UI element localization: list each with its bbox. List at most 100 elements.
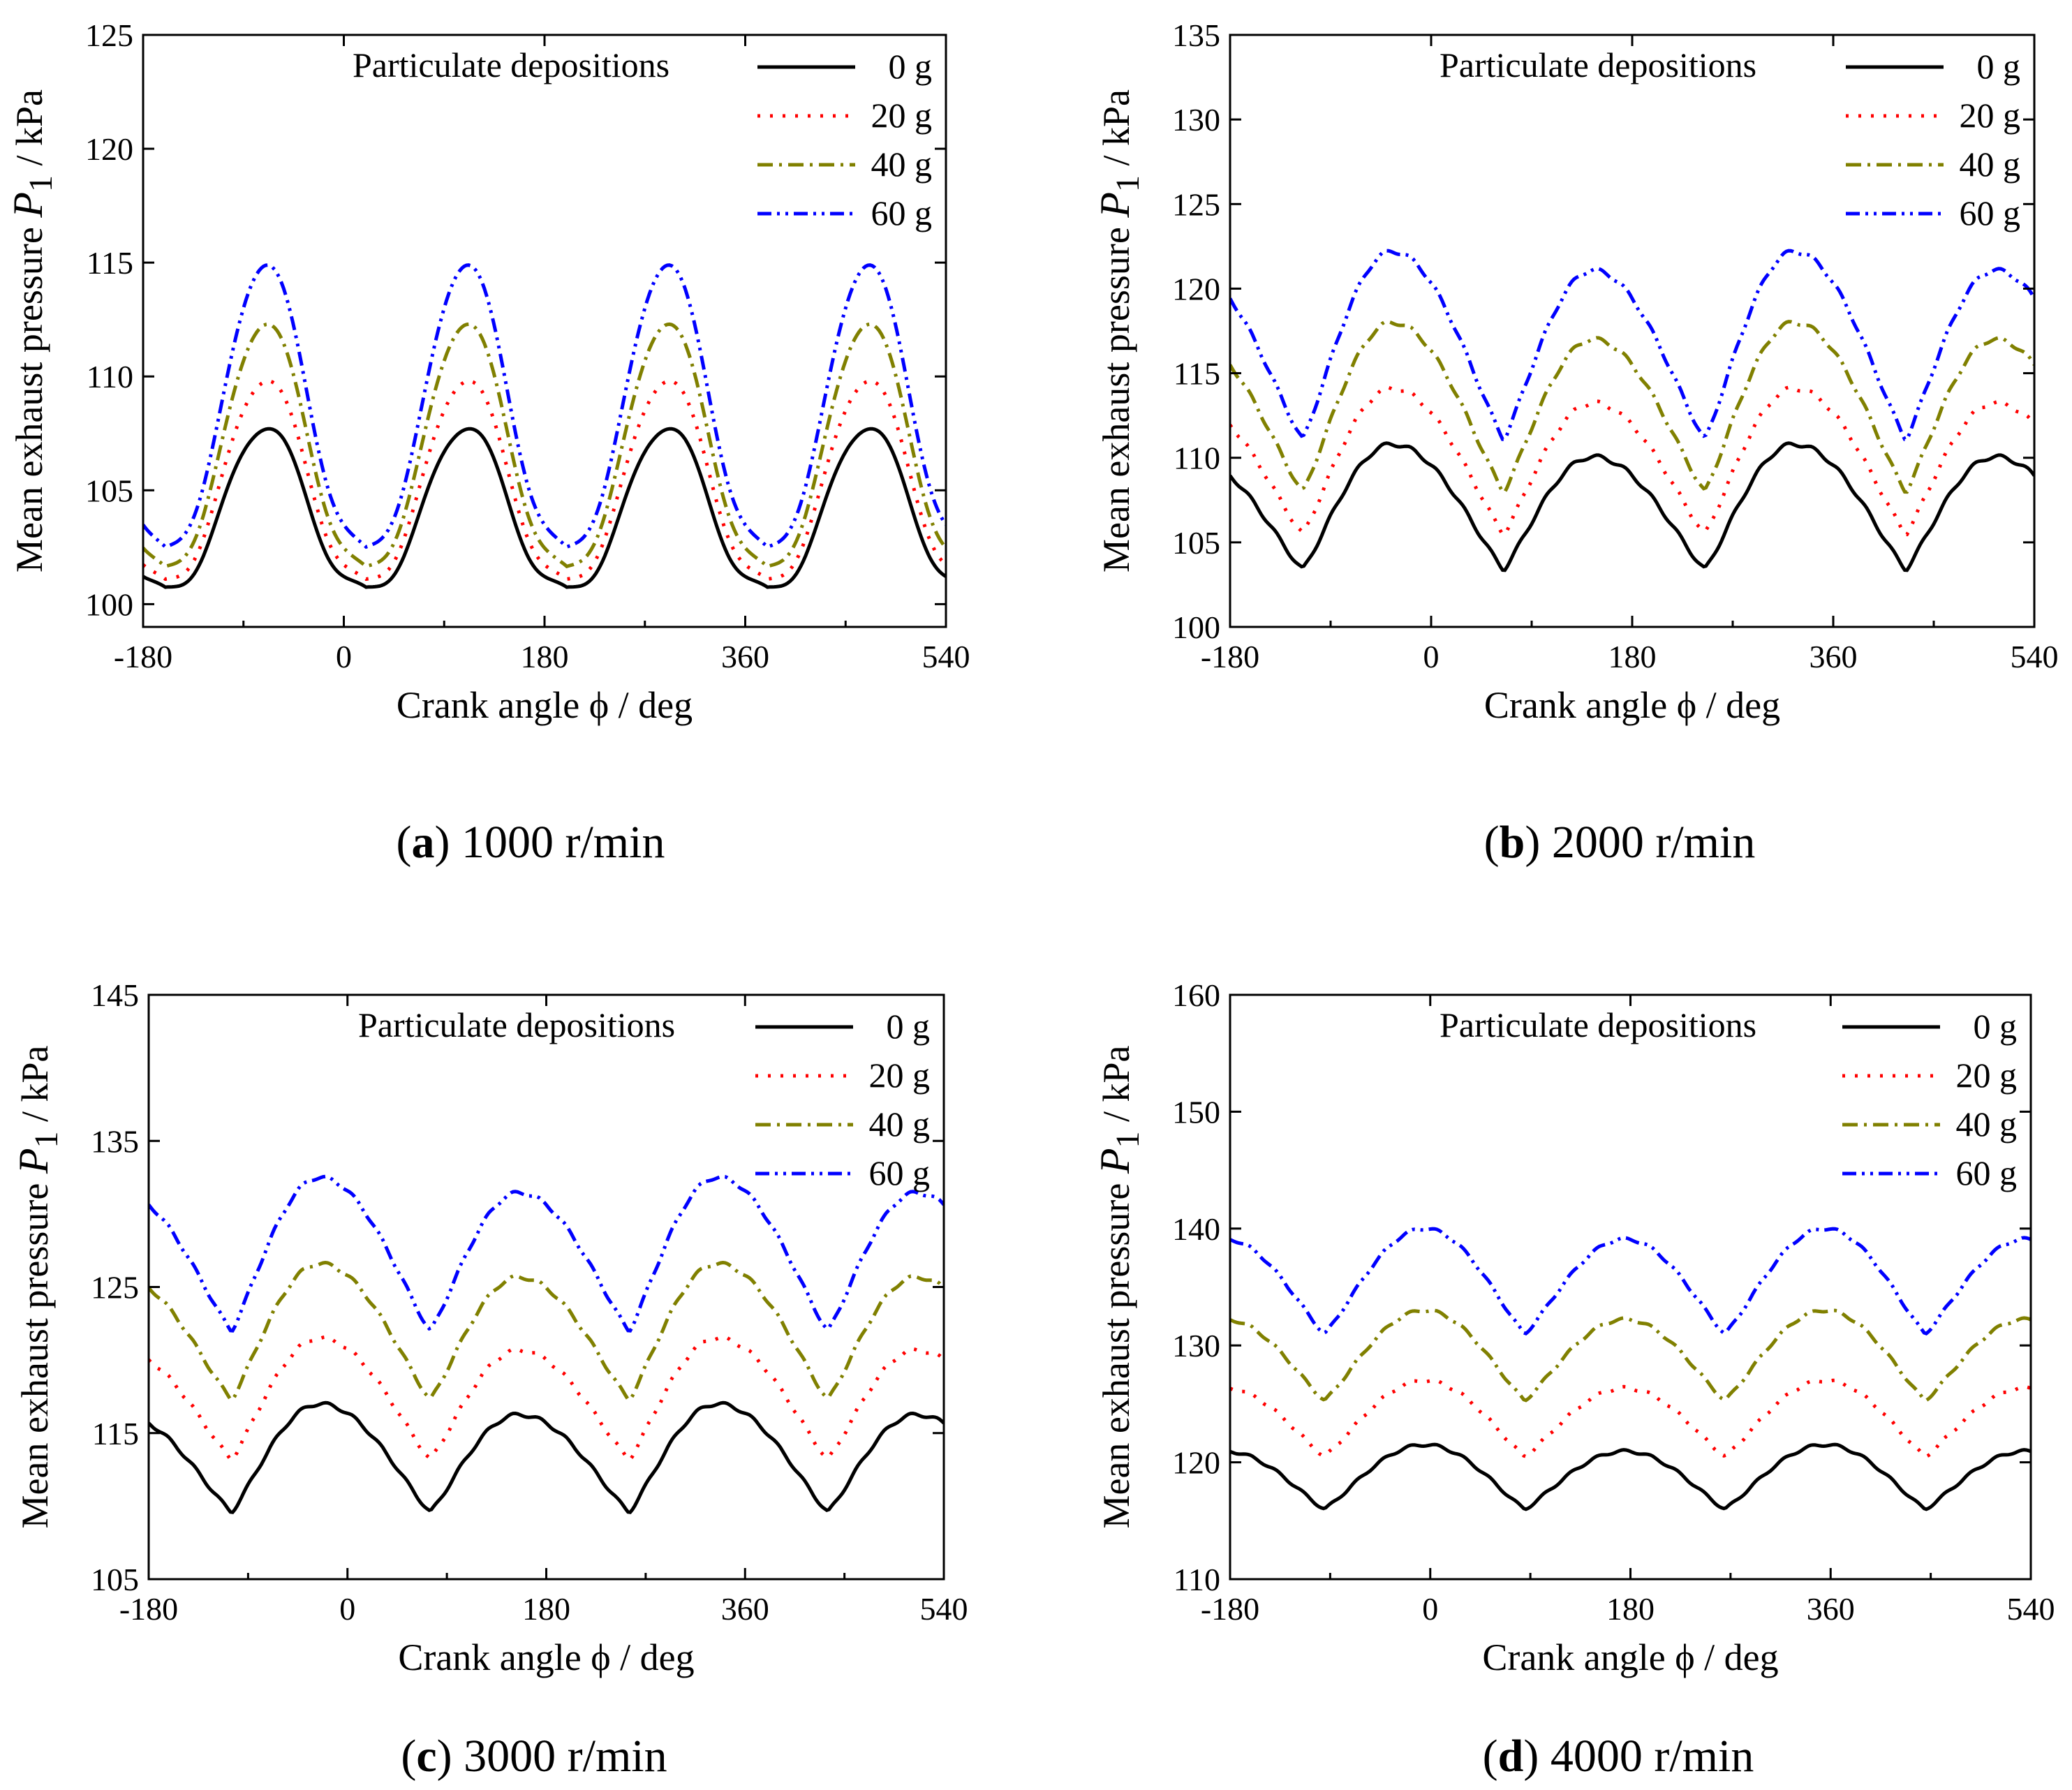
x-tick-label: -180 xyxy=(114,639,172,674)
x-tick-label: 180 xyxy=(522,1591,570,1627)
y-axis-label-symbol: P xyxy=(10,1148,57,1175)
caption-letter: a xyxy=(412,817,435,868)
y-axis-label-subscript: 1 xyxy=(28,1132,65,1148)
y-axis-label-unit: / kPa xyxy=(1095,89,1137,175)
x-tick-label: 540 xyxy=(922,639,970,674)
y-tick-label: 100 xyxy=(85,586,133,622)
legend-label: 40 g xyxy=(869,1104,931,1144)
legend-label: 0 g xyxy=(1974,1007,2018,1046)
x-axis-label: Crank angle ϕ / deg xyxy=(398,1636,694,1678)
series-line-20g xyxy=(1230,385,2034,537)
series-line-20g xyxy=(1230,1378,2031,1459)
panel-caption: (a) 1000 r/min xyxy=(397,817,665,868)
legend-title: Particulate depositions xyxy=(1440,45,1756,84)
y-tick-label: 105 xyxy=(91,1562,139,1597)
y-axis-label-subscript: 1 xyxy=(1109,1132,1146,1148)
y-tick-label: 115 xyxy=(1174,356,1220,392)
y-tick-label: 120 xyxy=(1172,1445,1220,1481)
x-tick-label: 0 xyxy=(1422,1591,1438,1627)
series-line-40g xyxy=(143,322,946,569)
x-tick-label: 360 xyxy=(1807,1591,1855,1627)
y-tick-label: 120 xyxy=(1172,271,1220,306)
y-axis-label-text: Mean exhaust pressure xyxy=(14,1174,56,1528)
caption-paren-close: ) xyxy=(1523,1731,1550,1782)
y-tick-label: 135 xyxy=(91,1123,139,1159)
series-line-40g xyxy=(149,1260,944,1402)
y-axis-label-subscript: 1 xyxy=(22,175,59,192)
series-line-60g xyxy=(1230,249,2034,441)
legend-label: 40 g xyxy=(871,145,933,184)
legend-label: 40 g xyxy=(1956,1104,2018,1144)
y-tick-label: 130 xyxy=(1172,1328,1220,1363)
y-tick-label: 145 xyxy=(91,977,139,1013)
caption-paren-close: ) xyxy=(1525,817,1551,868)
y-tick-label: 105 xyxy=(1172,525,1220,561)
y-tick-label: 160 xyxy=(1172,977,1220,1013)
legend-label: 60 g xyxy=(871,193,933,232)
legend-label: 20 g xyxy=(1960,96,2021,135)
caption-paren-open: ( xyxy=(397,817,412,868)
caption-paren-close: ) xyxy=(435,817,461,868)
caption-text: 4000 r/min xyxy=(1551,1731,1754,1782)
y-axis-label-unit: / kPa xyxy=(14,1045,56,1131)
y-axis-label: Mean exhaust pressure P1 / kPa xyxy=(5,89,59,572)
y-tick-label: 150 xyxy=(1172,1094,1220,1130)
y-axis-label-text: Mean exhaust pressure xyxy=(1095,218,1137,572)
legend-label: 0 g xyxy=(1977,47,2021,86)
series-line-0g xyxy=(1230,1442,2031,1511)
y-axis-label-symbol: P xyxy=(1092,192,1138,219)
y-tick-label: 115 xyxy=(92,1416,139,1451)
y-tick-label: 110 xyxy=(1174,441,1220,476)
x-axis-label: Crank angle ϕ / deg xyxy=(397,684,693,726)
series-line-0g xyxy=(143,427,946,589)
caption-text: 2000 r/min xyxy=(1552,817,1756,868)
y-tick-label: 130 xyxy=(1172,102,1220,138)
y-tick-label: 140 xyxy=(1172,1211,1220,1247)
caption-paren-open: ( xyxy=(401,1731,416,1782)
x-tick-label: -180 xyxy=(119,1591,178,1627)
caption-letter: b xyxy=(1500,817,1525,868)
plot-frame xyxy=(1229,993,2032,1581)
x-tick-label: 360 xyxy=(1810,639,1858,674)
y-axis-label: Mean exhaust pressure P1 / kPa xyxy=(1092,1045,1146,1528)
y-axis-label-unit: / kPa xyxy=(1095,1045,1137,1131)
caption-paren-open: ( xyxy=(1483,1731,1498,1782)
panel-caption: (b) 2000 r/min xyxy=(1484,817,1756,868)
y-axis-label-text: Mean exhaust pressure xyxy=(8,218,50,572)
chart-panel-b: -180 0 180 360 540 100 105 110 115 120 125 130 135 Cr… xyxy=(1092,17,2059,868)
legend-label: 20 g xyxy=(871,96,933,135)
y-axis-label-symbol: P xyxy=(5,192,51,219)
caption-text: 3000 r/min xyxy=(464,1731,667,1782)
series-line-60g xyxy=(143,263,946,549)
y-tick-label: 125 xyxy=(91,1270,139,1305)
y-tick-label: 100 xyxy=(1172,609,1220,645)
y-tick-label: 120 xyxy=(85,131,133,167)
y-tick-label: 135 xyxy=(1172,17,1220,53)
x-axis-label: Crank angle ϕ / deg xyxy=(1484,684,1780,726)
x-tick-label: 540 xyxy=(2007,1591,2055,1627)
x-axis-label: Crank angle ϕ / deg xyxy=(1482,1636,1778,1678)
legend-label: 60 g xyxy=(1960,193,2021,232)
y-tick-label: 115 xyxy=(87,245,133,281)
caption-paren-close: ) xyxy=(437,1731,464,1782)
legend-title: Particulate depositions xyxy=(1440,1005,1756,1044)
series-line-60g xyxy=(149,1174,944,1333)
panel-caption: (d) 4000 r/min xyxy=(1483,1731,1754,1782)
y-axis-label-symbol: P xyxy=(1092,1148,1138,1175)
caption-letter: c xyxy=(416,1731,436,1782)
x-tick-label: -180 xyxy=(1201,639,1259,674)
x-tick-label: 0 xyxy=(1423,639,1440,674)
series-line-0g xyxy=(149,1400,944,1514)
series-line-20g xyxy=(149,1335,944,1462)
x-tick-label: 180 xyxy=(1608,639,1657,674)
caption-text: 1000 r/min xyxy=(461,817,665,868)
y-tick-label: 125 xyxy=(85,17,133,53)
y-axis-label-text: Mean exhaust pressure xyxy=(1095,1174,1137,1528)
legend-label: 60 g xyxy=(869,1153,931,1192)
panel-caption: (c) 3000 r/min xyxy=(401,1731,667,1782)
plot-frame xyxy=(147,993,945,1581)
x-tick-label: 180 xyxy=(521,639,569,674)
chart-panel-d: -180 0 180 360 540 110 120 130 140 150 160 Crank an… xyxy=(1092,977,2055,1782)
legend-label: 40 g xyxy=(1960,145,2021,184)
